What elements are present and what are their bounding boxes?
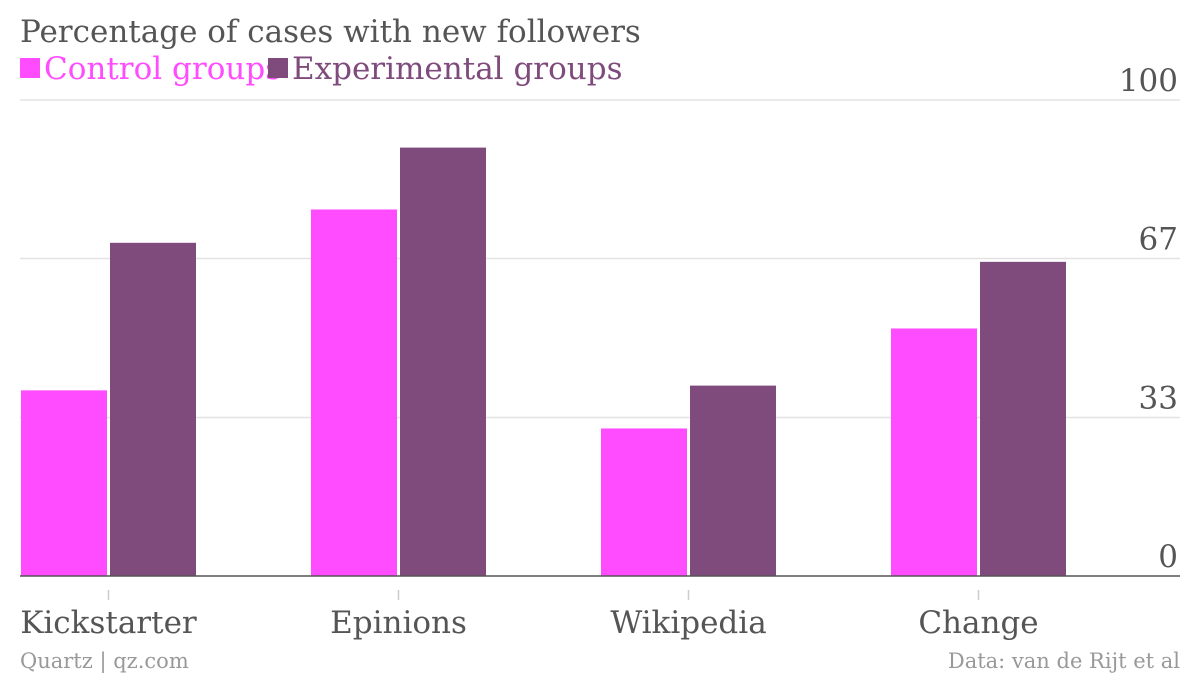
legend-swatch-control bbox=[20, 58, 40, 78]
x-tick-label: Change bbox=[918, 605, 1038, 641]
bar-experimental-change bbox=[980, 261, 1066, 576]
legend-swatch-experimental bbox=[268, 58, 288, 78]
y-tick-label: 33 bbox=[1139, 380, 1178, 416]
y-axis-labels: 0 33 67 100 bbox=[1119, 63, 1178, 575]
bar-control-epinions bbox=[311, 209, 397, 577]
bar-experimental-kickstarter bbox=[110, 242, 196, 577]
x-tick-label: Wikipedia bbox=[610, 605, 766, 641]
data-source: Data: van de Rijt et al bbox=[948, 649, 1180, 673]
bar-control-kickstarter bbox=[21, 390, 107, 576]
y-tick-label: 67 bbox=[1139, 222, 1178, 258]
bar-experimental-wikipedia bbox=[690, 385, 776, 576]
source-credit: Quartz | qz.com bbox=[20, 649, 189, 674]
y-tick-label: 0 bbox=[1158, 539, 1178, 575]
legend-label-experimental: Experimental groups bbox=[292, 51, 623, 87]
bar-control-change bbox=[891, 328, 977, 576]
bar-control-wikipedia bbox=[601, 428, 687, 576]
chart-title: Percentage of cases with new followers bbox=[20, 14, 641, 50]
bar-experimental-epinions bbox=[400, 147, 486, 576]
bars bbox=[21, 147, 1066, 577]
x-axis: Kickstarter Epinions Wikipedia Change bbox=[20, 575, 1180, 641]
legend-label-control: Control groups bbox=[44, 51, 281, 87]
x-tick-label: Kickstarter bbox=[20, 605, 197, 641]
x-tick-label: Epinions bbox=[330, 605, 467, 641]
legend: Control groups Experimental groups bbox=[20, 51, 623, 87]
y-tick-label: 100 bbox=[1119, 63, 1178, 99]
